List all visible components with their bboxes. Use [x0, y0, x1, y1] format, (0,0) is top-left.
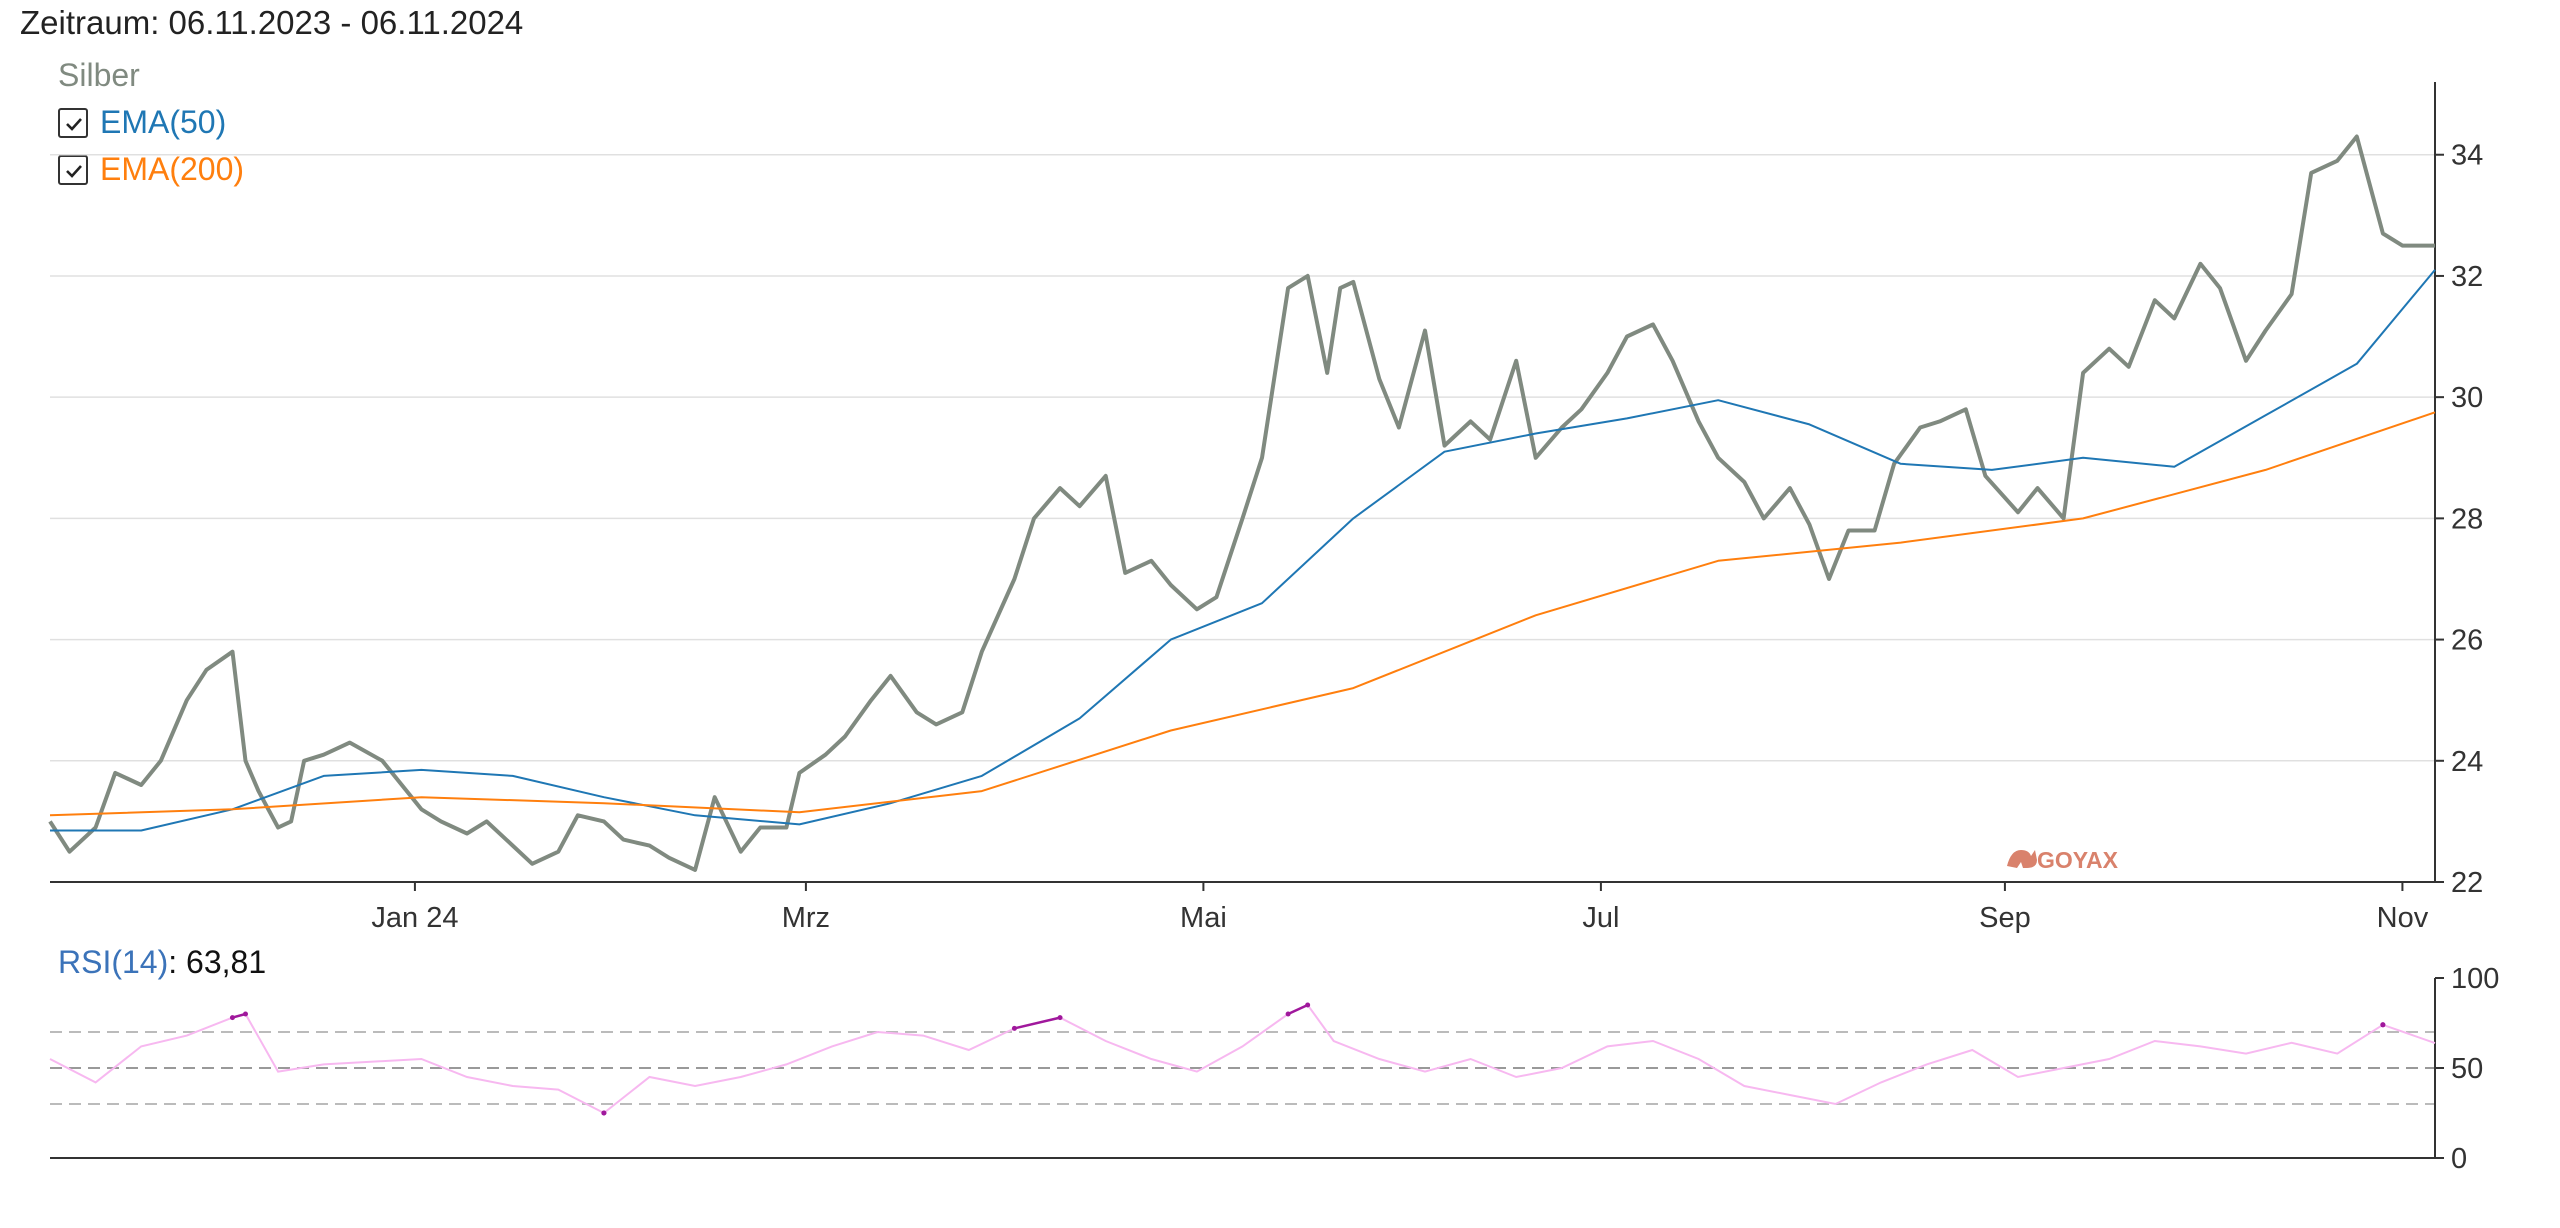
rsi-readout: RSI(14): 63,81: [58, 944, 266, 981]
legend-series-name: Silber: [58, 57, 140, 93]
rsi-label: RSI(14): [58, 944, 169, 980]
y-tick-label: 32: [2451, 261, 2483, 293]
ema50-line: [50, 269, 2436, 832]
rsi-value: : 63,81: [168, 944, 267, 980]
y-tick-label: 34: [2451, 140, 2483, 172]
price-line: [48, 134, 2435, 872]
legend-item-ema50[interactable]: EMA(50): [58, 99, 244, 146]
rsi-line: [49, 1003, 2436, 1115]
bull-logo-icon: [2007, 850, 2037, 868]
rsi-extreme-segment: [1287, 1003, 1309, 1016]
x-tick-label: Jul: [1582, 902, 1619, 934]
y-tick-label: 22: [2451, 867, 2483, 899]
x-tick-label: Nov: [2377, 902, 2429, 934]
period-label: Zeitraum: 06.11.2023 - 06.11.2024: [20, 4, 524, 41]
ema200-checkbox[interactable]: [58, 154, 88, 185]
checkmark-icon: [66, 117, 82, 131]
rsi-extreme-segment: [1014, 1016, 1061, 1030]
ema50-checkbox[interactable]: [58, 107, 88, 138]
x-tick-label: Jan 24: [371, 902, 458, 934]
rsi-y-tick-label: 0: [2451, 1143, 2467, 1175]
rsi-extreme-point: [1305, 1002, 1311, 1008]
x-tick-label: Mrz: [782, 902, 830, 934]
x-tick-label: Mai: [1180, 902, 1227, 934]
rsi-extreme-point: [601, 1110, 607, 1116]
rsi-y-tick-label: 100: [2451, 963, 2499, 995]
rsi-extreme-point: [2380, 1022, 2386, 1028]
ema200-label[interactable]: EMA(200): [100, 151, 245, 187]
rsi-y-tick-label: 50: [2451, 1053, 2483, 1085]
legend: Silber EMA(50) EMA(200): [58, 52, 244, 193]
rsi-extreme-point: [242, 1011, 248, 1017]
y-tick-label: 26: [2451, 625, 2483, 657]
checkmark-icon: [66, 164, 82, 178]
legend-item-ema200[interactable]: EMA(200): [58, 146, 244, 193]
y-tick-label: 30: [2451, 382, 2483, 414]
watermark-text: GOYAX: [2037, 847, 2119, 873]
y-tick-label: 28: [2451, 503, 2483, 535]
ema200-line: [49, 411, 2436, 817]
ema50-label[interactable]: EMA(50): [100, 104, 227, 140]
x-tick-label: Sep: [1979, 902, 2031, 934]
rsi-extreme-point: [1057, 1015, 1063, 1021]
y-tick-label: 24: [2451, 746, 2483, 778]
